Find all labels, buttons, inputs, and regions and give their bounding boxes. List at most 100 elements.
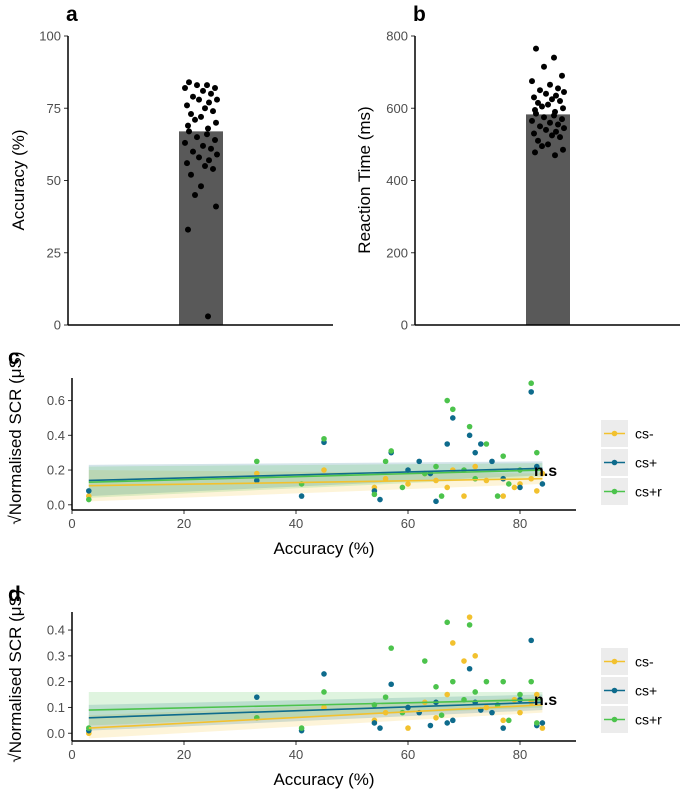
panel-c-y-tick-label: 0.4 [47, 428, 65, 443]
panel-a-data-point [194, 82, 200, 89]
panel-c-data-point-cs- [321, 467, 327, 473]
panel-b-data-point [532, 149, 538, 156]
panel-b-y-tick-label: 600 [386, 101, 408, 116]
panel-c-data-point-cs+r [388, 448, 395, 454]
panel-d-data-point-cs+r [528, 678, 534, 685]
panel-a-data-point [202, 105, 208, 112]
panel-d-data-point-cs+r [298, 725, 305, 731]
panel-b-data-point [552, 152, 558, 159]
panel-c-fit-line-cs+ [88, 467, 543, 482]
panel-c-ticks-layer: 0.0 0.2 0.4 0.6 0 20 40 60 80 [47, 393, 527, 531]
panel-c-data-point-cs+r [382, 458, 389, 465]
panel-d-legend: cs-cs+ cs+r [601, 648, 662, 733]
panel-a-data-point [210, 108, 216, 115]
panel-c-x-tick-label: 40 [289, 516, 303, 531]
panel-a-data-point [182, 139, 188, 146]
panel-c-data-point-cs+r [444, 397, 451, 404]
panel-a-data-point [205, 125, 211, 132]
legend-key-point-cs+r [611, 488, 618, 495]
panel-d-data-point-cs+ [444, 720, 451, 726]
panel-a-data-point [208, 90, 214, 97]
panel-a-data-point [202, 163, 208, 170]
panel-c-data-point-cs+ [472, 449, 479, 456]
panel-b: b 0 200 400 600 800 Reaction Time (ms) [355, 3, 680, 333]
panel-c-data-point-cs+r [371, 491, 378, 498]
panel-a-y-tick-label: 50 [47, 173, 61, 188]
panel-a-data-point [188, 111, 194, 118]
panel-d-fit-layer [88, 698, 543, 729]
panel-a-data-point [205, 313, 211, 320]
legend-key-point-cs- [611, 430, 618, 437]
panel-c-data-point-cs- [405, 481, 411, 487]
panel-d-data-point-cs+ [377, 725, 383, 731]
panel-c-x-tick-label: 60 [401, 516, 415, 531]
panel-d-fit-line-cs- [88, 704, 543, 729]
panel-c-fit-line-cs+r [88, 469, 543, 484]
panel-c-letter: c [8, 346, 20, 369]
panel-b-data-point [549, 96, 555, 103]
panel-a-y-tick-label: 100 [39, 29, 61, 44]
panel-a-data-point [185, 226, 191, 233]
panel-d-data-point-cs+r [450, 678, 456, 685]
panel-b-ticks-layer: 0 200 400 600 800 [386, 29, 415, 333]
panel-d-data-point-cs+ [500, 725, 507, 731]
panel-a: a 0 25 50 75 100 Accuracy (%) [9, 3, 333, 333]
panel-b-data-point [541, 63, 547, 70]
panel-a-data-point [213, 203, 219, 210]
panel-c-data-point-cs- [472, 463, 479, 470]
panel-c-confidence-band-cs+ [88, 461, 543, 497]
panel-a-y-axis-title: Accuracy (%) [9, 129, 28, 230]
panel-c-data-point-cs+ [377, 496, 383, 503]
panel-d-data-point-cs+r [472, 689, 479, 695]
panel-b-data-point [531, 130, 537, 137]
panel-c-data-point-cs+r [253, 458, 260, 465]
panel-d-data-point-cs+r [321, 689, 327, 695]
panel-a-data-point [182, 85, 188, 92]
panel-d-data-point-cs- [517, 709, 523, 716]
panel-a-data-point [192, 116, 198, 123]
panel-b-data-point [549, 132, 555, 139]
legend-key-point-cs- [611, 658, 618, 665]
panel-d-x-tick-label: 20 [177, 747, 191, 762]
panel-c-data-point-cs+r [466, 423, 473, 430]
panel-d-data-point-cs+r [517, 691, 523, 698]
panel-d-x-tick-label: 80 [513, 747, 527, 762]
panel-b-data-point [559, 72, 565, 79]
legend-key-point-cs+ [611, 687, 618, 694]
panel-c-data-point-cs+r [86, 496, 92, 503]
panel-c-data-point-cs+ [298, 493, 305, 499]
panel-a-data-point [196, 154, 202, 161]
panel-c-data-point-cs- [500, 493, 507, 499]
panel-d-data-point-cs+ [321, 671, 327, 677]
panel-d-fit-line-cs+ [88, 701, 543, 719]
panel-b-data-point [535, 99, 541, 106]
panel-c-data-point-cs- [534, 488, 540, 494]
panel-a-data-point [184, 160, 190, 167]
panel-b-data-point [553, 128, 559, 135]
panel-a-data-point [186, 128, 192, 135]
panel-c-data-point-cs+r [399, 484, 406, 491]
panel-d-y-tick-label: 0.4 [47, 623, 65, 638]
panel-a-y-tick-label: 0 [54, 318, 61, 333]
panel-b-data-point [533, 110, 539, 117]
panel-c-data-point-cs+r [433, 463, 439, 470]
panel-b-data-point [545, 141, 551, 148]
panel-a-data-point [212, 85, 218, 92]
panel-c-data-point-cs- [253, 470, 260, 477]
panel-c-fit-layer [88, 467, 543, 487]
panel-b-data-point [535, 137, 541, 144]
panel-c-x-tick-label: 20 [177, 516, 191, 531]
panel-c-data-point-cs+r [506, 481, 512, 487]
panel-a-data-point [184, 102, 190, 109]
panel-d-letter: d [8, 583, 21, 606]
panel-a-data-point [198, 113, 204, 120]
panel-d-x-tick-label: 60 [401, 747, 415, 762]
legend-label-cs+: cs+ [635, 683, 657, 699]
panel-b-data-point [559, 116, 565, 123]
panel-a-data-point [204, 131, 210, 138]
panel-c-data-point-cs+ [466, 432, 473, 439]
panel-b-data-point [529, 78, 535, 85]
panel-a-data-point [194, 134, 200, 141]
panel-c-data-point-cs+ [433, 498, 439, 505]
